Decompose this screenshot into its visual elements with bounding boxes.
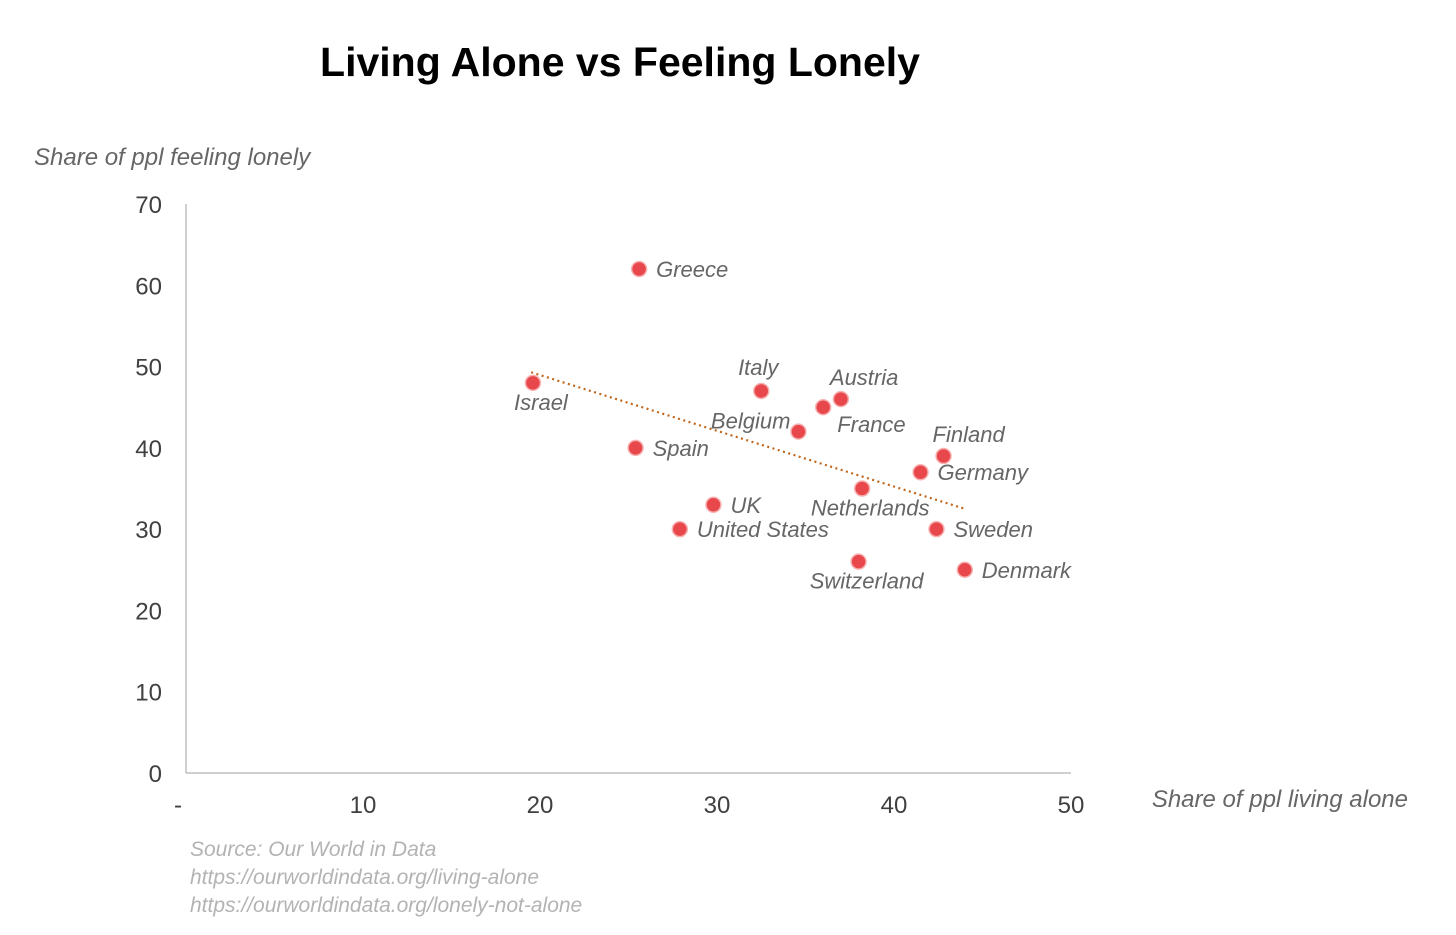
- chart-title: Living Alone vs Feeling Lonely: [320, 39, 920, 85]
- point-label-france: France: [837, 412, 905, 437]
- data-point-belgium: [790, 423, 807, 440]
- data-point-finland: [935, 447, 952, 465]
- x-tick-label: 30: [704, 792, 731, 819]
- x-tick-label: 10: [350, 792, 377, 819]
- point-label-israel: Israel: [514, 390, 569, 415]
- point-label-spain: Spain: [653, 436, 709, 461]
- point-label-italy: Italy: [738, 355, 780, 380]
- data-point-uk: [705, 496, 722, 514]
- y-tick-label: 40: [135, 436, 162, 463]
- data-point-austria: [832, 390, 850, 408]
- x-tick-label: -: [174, 792, 182, 819]
- point-labels: Greece Italy Austria France Israel BelgiumSpa…: [514, 257, 1072, 594]
- x-tick-label: 20: [527, 792, 554, 819]
- y-tick-label: 30: [135, 517, 162, 544]
- data-point-switzerland: [850, 553, 867, 570]
- y-tick-label: 20: [135, 598, 162, 625]
- point-label-finland: Finland: [933, 422, 1006, 447]
- point-label-netherlands: Netherlands: [811, 496, 930, 521]
- point-label-belgium: Belgium: [711, 409, 790, 434]
- y-tick-label: 0: [149, 761, 162, 788]
- source-line-living-alone-url: https://ourworldindata.org/living-alone: [190, 866, 539, 889]
- data-points: [524, 260, 974, 579]
- x-tick-label: 50: [1058, 792, 1085, 819]
- tick-labels: 0 10 20 30 40 50 60 70 - 10 20 30 40 50: [135, 192, 1084, 819]
- source-line-attribution: Source: Our World in Data: [190, 838, 436, 861]
- y-axis-title: Share of ppl feeling lonely: [34, 144, 312, 171]
- y-tick-label: 60: [135, 273, 162, 300]
- data-point-germany: [912, 463, 929, 481]
- point-label-sweden: Sweden: [953, 517, 1033, 542]
- y-tick-label: 50: [135, 355, 162, 382]
- data-point-denmark: [956, 561, 974, 579]
- point-label-united-states: United States: [697, 517, 829, 542]
- data-point-spain: [627, 439, 644, 457]
- point-label-switzerland: Switzerland: [810, 569, 924, 594]
- axes: [185, 204, 1071, 774]
- trendline: [530, 371, 966, 510]
- data-point-greece: [630, 260, 648, 278]
- trendline-group: [530, 371, 966, 510]
- point-label-germany: Germany: [938, 460, 1030, 485]
- point-label-greece: Greece: [656, 257, 728, 282]
- data-point-france: [814, 398, 832, 416]
- point-label-uk: UK: [730, 493, 762, 518]
- y-tick-label: 10: [135, 680, 162, 707]
- point-label-austria: Austria: [828, 365, 898, 390]
- source-note: Source: Our World in Data https://ourwor…: [190, 838, 582, 917]
- data-point-united-states: [671, 520, 689, 538]
- data-point-sweden: [928, 520, 945, 538]
- data-point-italy: [753, 382, 770, 400]
- x-axis-title: Share of ppl living alone: [1152, 786, 1408, 813]
- source-line-lonely-url: https://ourworldindata.org/lonely-not-al…: [190, 894, 582, 917]
- data-point-israel: [524, 374, 542, 392]
- point-label-denmark: Denmark: [982, 558, 1072, 583]
- x-tick-label: 40: [881, 792, 908, 819]
- data-point-netherlands: [853, 480, 871, 497]
- y-tick-label: 70: [135, 192, 162, 219]
